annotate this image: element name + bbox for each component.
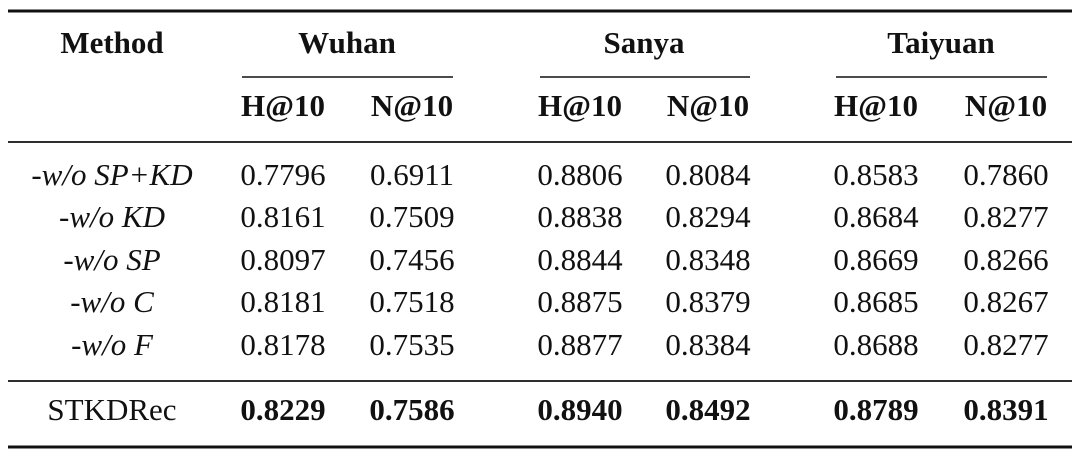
best-value: 0.8789 [833, 392, 918, 427]
cell-value: 0.8097 [240, 242, 325, 277]
metric-header: H@10 [538, 88, 622, 123]
cell-value: 0.8875 [537, 284, 622, 319]
cell-value: 0.8161 [240, 199, 325, 234]
model-name: STKDRec [47, 392, 176, 427]
variant-name: -w/o SP [63, 242, 160, 277]
cell-value: 0.8178 [240, 327, 325, 362]
best-value: 0.8940 [537, 392, 622, 427]
best-value: 0.8391 [963, 392, 1048, 427]
group-header: Taiyuan [887, 25, 994, 60]
variant-name: -w/o KD [59, 199, 165, 234]
metric-header: H@10 [241, 88, 325, 123]
cell-value: 0.7860 [963, 157, 1048, 192]
cell-value: 0.8084 [665, 157, 751, 192]
variant-name: -w/o SP+KD [31, 157, 192, 192]
cell-value: 0.8838 [537, 199, 622, 234]
cell-value: 0.6911 [370, 157, 454, 192]
cell-value: 0.8669 [833, 242, 918, 277]
cell-value: 0.8267 [963, 284, 1048, 319]
metric-header: H@10 [834, 88, 918, 123]
cell-value: 0.7509 [369, 199, 454, 234]
cell-value: 0.7796 [240, 157, 325, 192]
cell-value: 0.7518 [369, 284, 454, 319]
cell-value: 0.8688 [833, 327, 918, 362]
best-value: 0.8492 [665, 392, 750, 427]
cell-value: 0.7535 [369, 327, 454, 362]
cell-value: 0.8379 [665, 284, 750, 319]
variant-name: -w/o F [71, 327, 154, 362]
cell-value: 0.8294 [665, 199, 751, 234]
cell-value: 0.8685 [833, 284, 918, 319]
cell-value: 0.8877 [537, 327, 622, 362]
cell-value: 0.8844 [537, 242, 623, 277]
cell-value: 0.8266 [963, 242, 1048, 277]
group-header: Wuhan [298, 25, 396, 60]
cell-value: 0.8181 [240, 284, 325, 319]
cell-value: 0.8583 [833, 157, 918, 192]
cell-value: 0.8806 [537, 157, 622, 192]
best-value: 0.8229 [240, 392, 325, 427]
cell-value: 0.7456 [369, 242, 454, 277]
cell-value: 0.8384 [665, 327, 751, 362]
cell-value: 0.8277 [963, 199, 1048, 234]
best-value: 0.7586 [369, 392, 454, 427]
group-header: Sanya [604, 25, 685, 60]
cell-value: 0.8684 [833, 199, 919, 234]
variant-name: -w/o C [70, 284, 154, 319]
metric-header: N@10 [965, 88, 1047, 123]
metric-header: N@10 [667, 88, 749, 123]
cell-value: 0.8348 [665, 242, 750, 277]
metric-header: N@10 [371, 88, 453, 123]
method-header: Method [60, 25, 163, 60]
cell-value: 0.8277 [963, 327, 1048, 362]
